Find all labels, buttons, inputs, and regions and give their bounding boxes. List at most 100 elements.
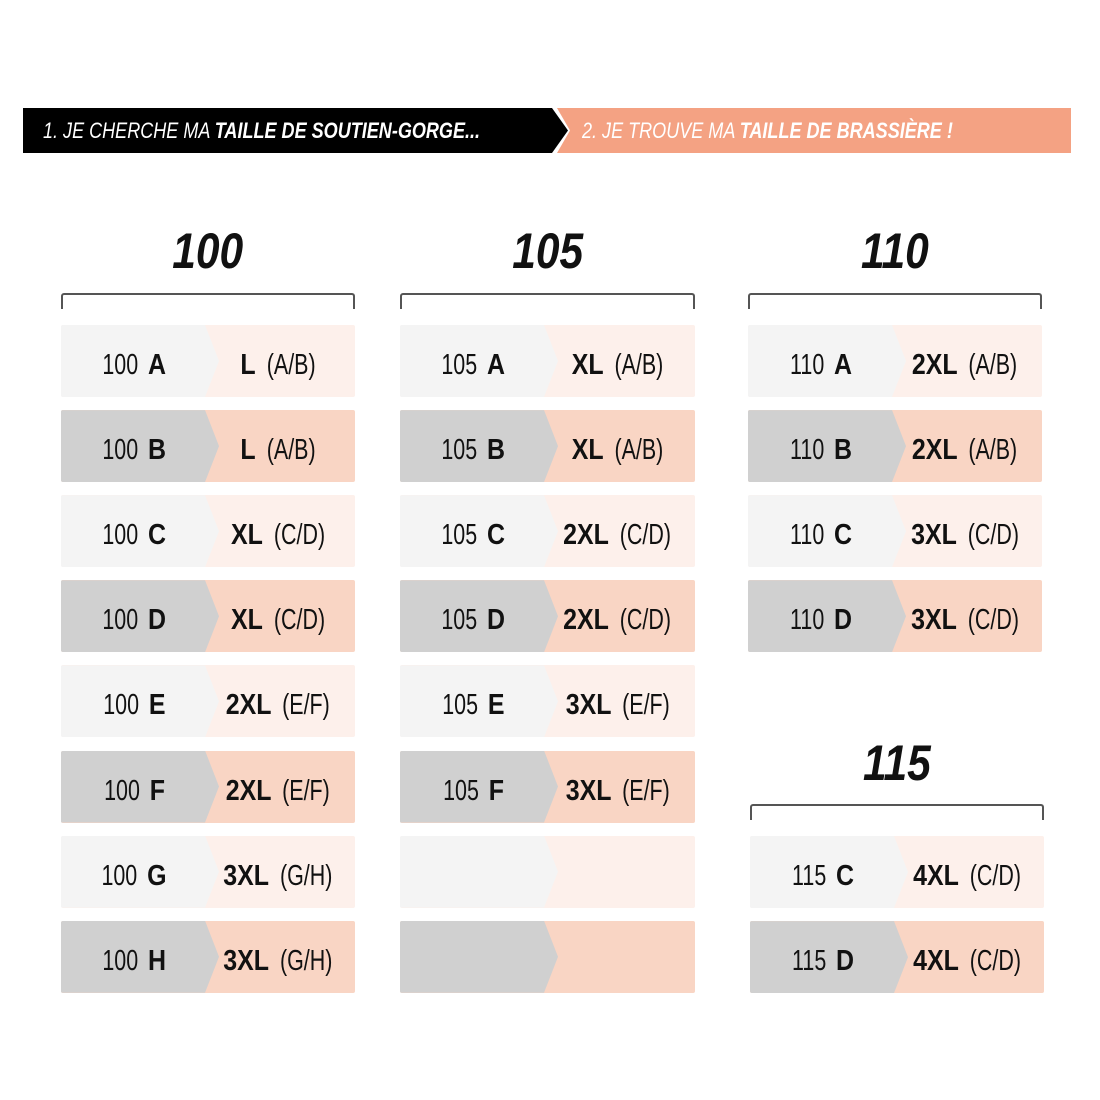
cup-size: C [834, 519, 853, 552]
band-size: 100 [102, 434, 139, 467]
bra-size-cell [61, 920, 219, 993]
cup-size: D [834, 604, 853, 637]
sports-bra-size: XL (C/D) [205, 495, 355, 567]
size-row: 110 D 3XL (C/D) [748, 580, 1042, 653]
cup-range: (C/D) [273, 519, 326, 552]
group-header: 115 [750, 734, 1044, 792]
bra-size-cell [61, 580, 219, 653]
cup-range: (C/D) [620, 604, 672, 637]
sports-bra-size: 3XL (E/F) [544, 665, 695, 737]
bra-size-cell [748, 495, 906, 568]
bra-size: 100 C [61, 495, 205, 567]
size-label: 3XL [910, 604, 957, 637]
bra-size-cell [400, 835, 558, 908]
size-row: 105 D 2XL (C/D) [400, 580, 695, 653]
band-size: 115 [792, 945, 827, 978]
size-row: 110 B 2XL (A/B) [748, 410, 1042, 483]
bra-size-cell [400, 920, 558, 993]
band-size: 110 [790, 519, 825, 552]
size-row [400, 835, 695, 908]
bra-size-cell [400, 325, 558, 397]
sports-bra-size: L (A/B) [205, 325, 355, 397]
cup-size: E [148, 689, 166, 722]
sports-bra-size: 4XL (C/D) [894, 921, 1044, 993]
sports-bra-size: 3XL (E/F) [544, 751, 695, 823]
sports-bra-size: 2XL (E/F) [205, 665, 355, 737]
size-label: 2XL [912, 349, 958, 381]
group-header-text: 115 [863, 735, 931, 791]
cup-size: F [149, 774, 165, 807]
size-label: 3XL [910, 519, 957, 552]
band-size: 100 [102, 349, 139, 381]
bra-size: 105 E [400, 665, 544, 737]
bra-size-cell [61, 410, 219, 483]
group-header-text: 100 [172, 223, 244, 279]
size-row: 115 D 4XL (C/D) [750, 921, 1044, 994]
band-size: 105 [441, 519, 478, 552]
size-label: XL [230, 604, 263, 637]
size-row: 100 B L (A/B) [61, 410, 355, 483]
sports-bra-size: XL (A/B) [544, 410, 695, 482]
cup-size: D [487, 604, 506, 637]
cup-size: B [487, 434, 506, 467]
bra-size: 110 B [748, 410, 892, 482]
sports-bra-size: L (A/B) [205, 410, 355, 482]
size-label: 3XL [565, 689, 612, 722]
group-header-text: 105 [512, 223, 583, 279]
bra-size: 100 G [61, 836, 205, 908]
bra-size: 100 E [61, 665, 205, 737]
sports-bra-size: 2XL (E/F) [205, 751, 355, 823]
bra-size: 115 D [750, 921, 894, 993]
size-label: L [240, 349, 256, 381]
step-2-prefix: 2. JE TROUVE MA [582, 118, 740, 143]
group-header: 100 [61, 222, 355, 280]
group-header: 105 [400, 222, 695, 280]
band-size: 105 [441, 349, 478, 381]
cup-size: F [488, 774, 504, 807]
bra-size-cell [61, 495, 219, 568]
bra-size: 110 A [748, 325, 892, 397]
cup-range: (E/F) [622, 689, 670, 722]
sports-bra-size: 3XL (C/D) [892, 495, 1042, 567]
cup-size: H [148, 944, 167, 977]
bra-size: 100 D [61, 580, 205, 652]
cup-size: D [836, 945, 855, 978]
band-size: 110 [790, 349, 825, 381]
cup-range: (C/D) [967, 604, 1019, 637]
bra-size: 115 C [750, 836, 894, 908]
size-label: 4XL [912, 860, 959, 892]
bra-size-cell [61, 325, 219, 397]
size-label: 3XL [223, 944, 269, 977]
cup-range: (E/F) [282, 774, 331, 807]
bra-size-cell [400, 750, 558, 823]
step-2-banner: 2. JE TROUVE MA TAILLE DE BRASSIÈRE ! [557, 108, 1071, 153]
cup-size: B [148, 434, 167, 467]
sports-bra-size: 3XL (G/H) [205, 836, 355, 908]
bracket [748, 293, 1042, 309]
size-row: 100 C XL (C/D) [61, 495, 355, 568]
size-label: XL [571, 434, 604, 467]
size-row: 100 G 3XL (G/H) [61, 835, 355, 908]
bra-size [400, 921, 544, 993]
step-1-prefix: 1. JE CHERCHE MA [43, 118, 215, 143]
bra-size: 100 F [61, 751, 205, 823]
step-2-bold: TAILLE DE BRASSIÈRE ! [739, 118, 953, 143]
cup-size: A [487, 349, 506, 381]
size-row: 110 C 3XL (C/D) [748, 495, 1042, 568]
size-label: XL [230, 519, 263, 552]
bra-size: 105 C [400, 495, 544, 567]
band-size: 105 [441, 604, 478, 637]
size-row: 100 F 2XL (E/F) [61, 750, 355, 823]
size-label: 3XL [565, 774, 612, 807]
size-label: L [240, 434, 256, 467]
size-row [400, 920, 695, 993]
cup-size: G [147, 859, 167, 892]
cup-range: (A/B) [968, 434, 1018, 467]
size-row: 105 C 2XL (C/D) [400, 495, 695, 568]
band-size: 100 [102, 944, 139, 977]
cup-range: (G/H) [280, 944, 333, 977]
bra-size [400, 836, 544, 908]
cup-size: C [148, 519, 167, 552]
bra-size: 105 D [400, 580, 544, 652]
size-label: 4XL [912, 945, 959, 978]
